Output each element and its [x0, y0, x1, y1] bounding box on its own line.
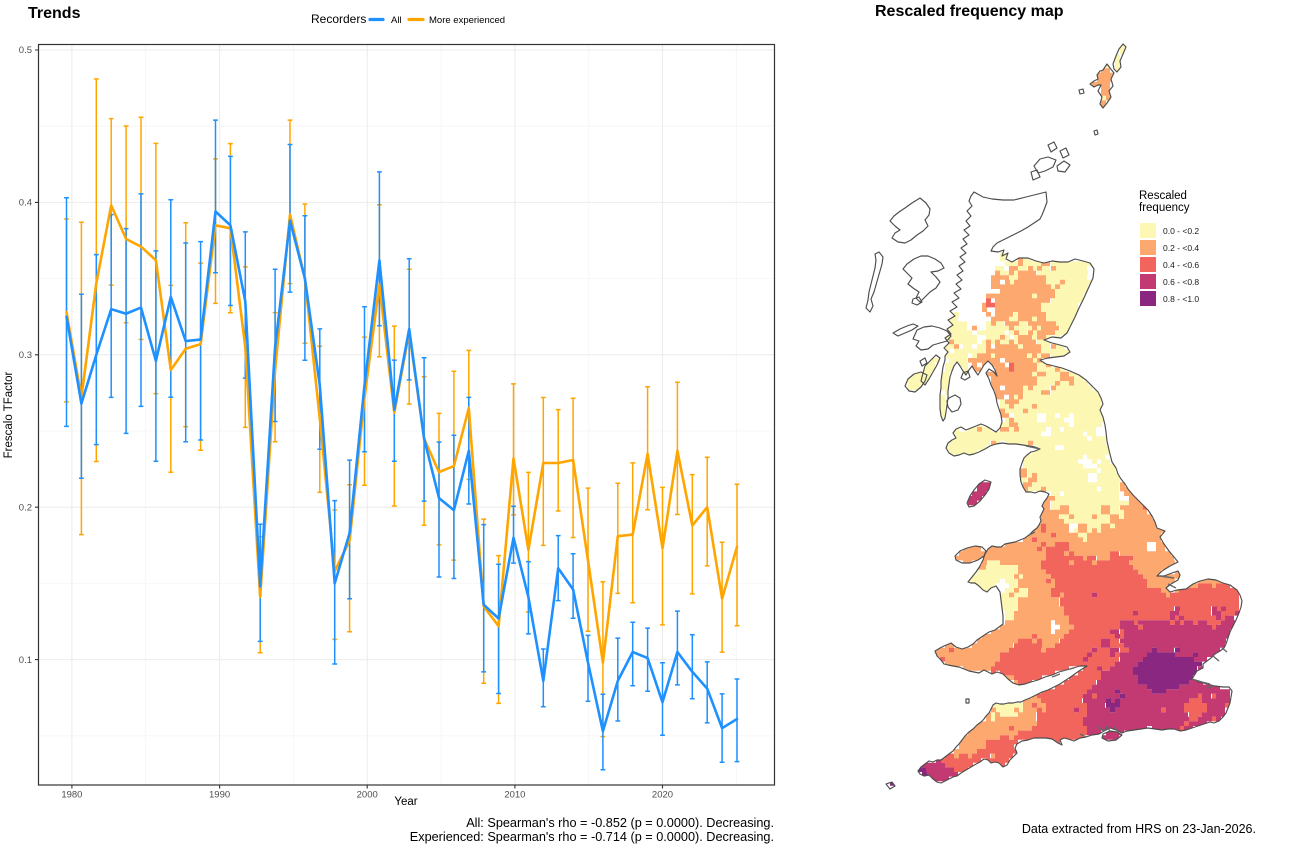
svg-text:1980: 1980 — [61, 790, 82, 801]
svg-text:0.4: 0.4 — [19, 198, 32, 209]
svg-text:0.1: 0.1 — [19, 655, 32, 666]
svg-text:Year: Year — [394, 796, 417, 808]
svg-text:2020: 2020 — [652, 790, 673, 801]
svg-text:Trends: Trends — [28, 5, 81, 22]
svg-text:0.3: 0.3 — [19, 350, 32, 361]
svg-text:All: Spearman's rho = -0.852 (: All: Spearman's rho = -0.852 (p = 0.0000… — [466, 816, 774, 830]
svg-text:2010: 2010 — [504, 790, 525, 801]
svg-text:Experienced: Spearman's rho =: Experienced: Spearman's rho = -0.714 (p … — [410, 830, 774, 844]
svg-text:Recorders: Recorders — [311, 12, 366, 26]
svg-text:All: All — [391, 15, 402, 26]
svg-text:0.5: 0.5 — [19, 45, 32, 56]
svg-text:Frescalo TFactor: Frescalo TFactor — [3, 371, 15, 458]
svg-text:More experienced: More experienced — [429, 15, 505, 26]
svg-text:0.2: 0.2 — [19, 502, 32, 513]
svg-text:1990: 1990 — [209, 790, 230, 801]
svg-text:2000: 2000 — [357, 790, 378, 801]
